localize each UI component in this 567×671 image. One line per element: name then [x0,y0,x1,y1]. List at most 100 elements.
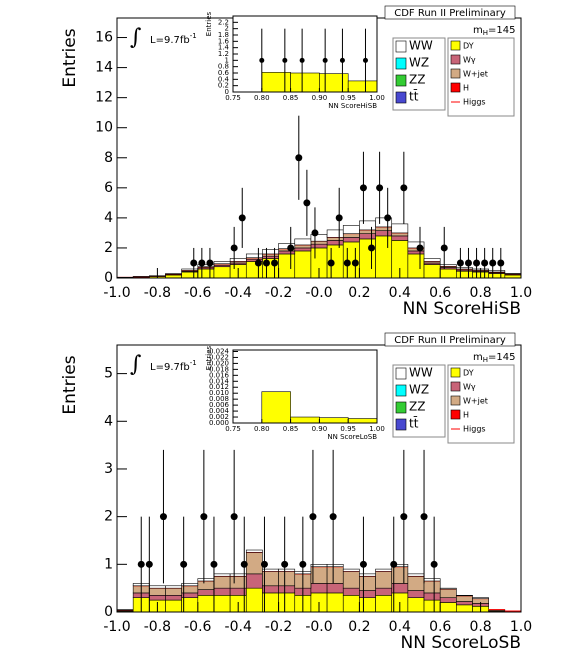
data-point [441,244,448,251]
data-point [261,561,268,568]
x-axis-title: NN ScoreLoSB [327,433,377,441]
data-point [473,259,480,266]
x-tick-label: 0.2 [348,619,370,635]
histogram-segment [279,593,295,612]
data-point [360,184,367,191]
histogram-segment [291,417,320,423]
histogram-segment [198,579,214,581]
y-tick-label: 1 [104,556,113,572]
data-point [328,259,335,266]
legend-label: WW [409,39,433,53]
mass-label: mH=145 [473,352,515,364]
y-tick-label: 14 [95,60,113,76]
histogram-segment [359,591,375,598]
data-point [376,184,383,191]
x-tick-label: -0.8 [144,285,171,301]
histogram-segment [392,224,408,233]
data-point [239,214,246,221]
data-point [255,259,262,266]
y-tick-label: 2.2 [218,18,229,26]
mass-value: =145 [488,25,515,36]
histogram-segment [343,595,359,612]
data-point [231,244,238,251]
y-tick-label: 4 [104,413,113,429]
legend-label: Wγ [463,383,476,392]
histogram-segment [348,81,377,92]
legend-swatch [396,419,406,430]
legend-swatch [396,75,406,86]
histogram-segment [327,593,343,612]
lumi-text: L=9.7fb [150,362,190,373]
mass-symbol: m [473,352,483,363]
histogram-segment [246,588,262,612]
histogram-segment [359,576,375,590]
x-axis-title: NN ScoreHiSB [328,102,377,110]
histogram-segment [262,249,278,254]
y-tick-label: 3 [104,461,113,477]
legend-label: Higgs [463,425,486,434]
data-point [390,561,397,568]
x-tick-label: -0.6 [184,619,211,635]
histogram-segment [149,595,165,600]
histogram-segment [327,583,343,593]
histogram-segment [343,234,359,238]
data-point [489,259,496,266]
data-point [323,58,328,63]
histogram-segment [214,595,230,612]
histogram-segment [246,254,262,258]
x-tick-label: -0.6 [184,285,211,301]
histogram-segment [440,598,456,603]
legend-swatch [451,69,460,78]
legend-swatch [451,41,460,50]
x-tick-label: 0.90 [312,94,328,102]
legend-label: WW [409,366,433,380]
legend-swatch [396,58,406,69]
x-tick-label: -0.4 [225,619,252,635]
histogram-segment [327,564,343,566]
data-point [299,561,306,568]
y-tick-label: 2 [104,240,113,256]
data-point [457,259,464,266]
histogram-segment [295,251,311,278]
histogram-segment [279,586,295,593]
histogram-segment [359,221,375,230]
histogram-segment [456,267,472,269]
legend-swatch [396,385,406,396]
y-axis-title: Entries [60,28,80,87]
histogram-segment [327,567,343,584]
histogram-segment [456,605,472,612]
histogram-segment [311,583,327,593]
histogram-segment [359,234,375,239]
x-tick-label: -0.8 [144,619,171,635]
histogram-segment [165,588,181,595]
histogram-segment [376,595,392,612]
data-point [200,513,207,520]
histogram-segment [262,256,278,258]
legend-swatch [451,83,460,92]
y-tick-label: 8 [104,150,113,166]
data-point [330,513,337,520]
histogram-segment [165,273,181,274]
histogram-segment [424,581,440,593]
histogram-segment [376,231,392,236]
histogram-segment [165,600,181,612]
histogram-segment [456,271,472,278]
histogram-segment [343,225,359,233]
legend-label: H [463,411,469,420]
histogram-segment [198,590,214,596]
x-tick-label: 0.75 [225,425,241,433]
y-tick-label: 6 [104,180,113,196]
mass-value: =145 [488,352,515,363]
y-axis-title: Entries [60,355,80,414]
data-point [344,259,351,266]
histogram-segment [327,230,343,238]
histogram-segment [440,602,456,612]
legend-swatch [451,396,460,405]
histogram-segment [440,264,456,266]
y-tick-label: 2 [104,509,113,525]
legend-swatch [451,55,460,64]
histogram-segment [408,251,424,254]
data-point [336,214,343,221]
legend-swatch [396,41,406,52]
